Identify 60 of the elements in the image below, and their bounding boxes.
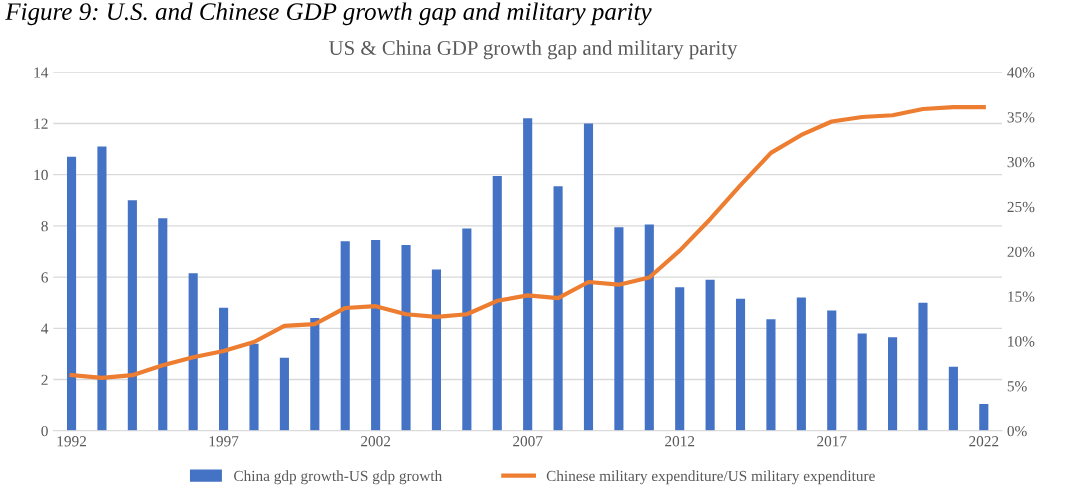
y-tick-label: 14	[34, 67, 49, 78]
y-tick-label: 0	[41, 425, 48, 437]
x-tick-label: 1992	[57, 436, 86, 447]
y-tick-label: 6	[41, 272, 48, 283]
bar	[66, 156, 77, 431]
bar	[371, 239, 381, 431]
bar	[219, 307, 229, 431]
y2-tick-label: 0%	[1007, 425, 1027, 437]
bar	[796, 297, 806, 431]
bar	[462, 228, 472, 431]
y-tick-label: 2	[41, 374, 48, 385]
bar	[644, 224, 654, 431]
line-series	[69, 105, 986, 380]
y-tick-label: 8	[41, 221, 48, 232]
bar	[857, 333, 867, 431]
bar	[127, 200, 137, 431]
y-tick-label: 12	[34, 118, 48, 129]
bar	[583, 123, 594, 431]
bar	[188, 273, 198, 431]
y2-tick-label: 10%	[1008, 336, 1035, 347]
bar	[523, 118, 533, 431]
bar	[614, 227, 624, 431]
bar	[553, 186, 563, 431]
y-tick-label: 10	[34, 169, 48, 181]
x-tick-label: 2007	[513, 436, 543, 447]
legend-label: China gdp growth-US gdp growth	[234, 470, 443, 485]
bar	[310, 318, 320, 431]
chart-title: US & China GDP growth gap and military parity	[328, 40, 738, 60]
bar	[979, 403, 989, 431]
y2-tick-label: 15%	[1008, 291, 1035, 302]
y-tick-label: 4	[41, 323, 49, 334]
bar	[158, 218, 168, 431]
bar	[918, 302, 928, 431]
bar	[340, 241, 350, 431]
legend-label: Chinese military expenditure/US military expenditure	[546, 470, 875, 485]
bar	[97, 146, 107, 431]
y2-tick-label: 20%	[1007, 246, 1035, 257]
x-tick-label: 2012	[665, 436, 695, 447]
y2-tick-label: 35%	[1007, 112, 1035, 123]
bar	[492, 175, 502, 431]
bar	[431, 269, 442, 431]
y2-tick-label: 5%	[1007, 381, 1027, 392]
x-tick-label: 1997	[209, 436, 239, 447]
bar	[948, 366, 958, 431]
bar	[401, 245, 411, 431]
x-tick-label: 2002	[361, 436, 391, 447]
x-tick-label: 2017	[817, 436, 847, 447]
bar	[279, 357, 289, 431]
bar	[766, 319, 776, 431]
bar	[735, 298, 746, 431]
bar	[675, 287, 685, 431]
y2-tick-label: 30%	[1007, 156, 1035, 168]
y2-tick-label: 25%	[1007, 201, 1035, 213]
x-tick-label: 2022	[969, 436, 999, 447]
caption: Figure 9: U.S. and Chinese GDP growth gap and military parity	[5, 2, 652, 26]
bar	[249, 343, 259, 431]
y2-tick-label: 40%	[1007, 67, 1035, 78]
bar	[705, 279, 715, 431]
bar	[888, 337, 898, 431]
bar	[827, 310, 837, 431]
